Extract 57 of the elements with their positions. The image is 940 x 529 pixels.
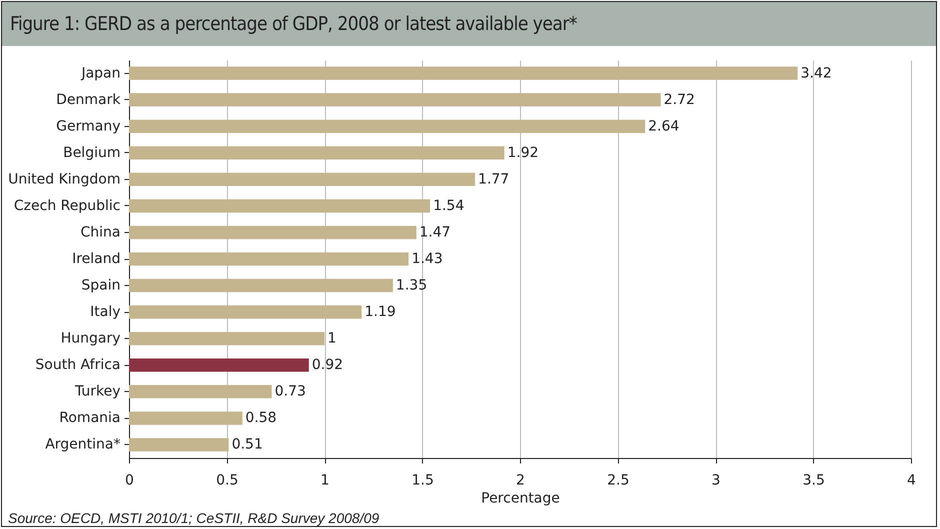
y-tick-label: Argentina*	[45, 436, 120, 453]
y-tick-label: United Kingdom	[8, 171, 120, 188]
x-tick-label: 2	[516, 472, 525, 488]
bar	[129, 66, 798, 80]
y-tick-label: Denmark	[56, 92, 122, 108]
x-tick-label: 1.5	[412, 472, 434, 488]
data-label: 1.43	[412, 251, 443, 267]
x-tick-label: 0	[125, 472, 134, 488]
bar	[129, 172, 476, 186]
y-tick-label: Czech Republic	[14, 198, 120, 214]
x-tick-label: 3.5	[802, 472, 825, 488]
data-label: 0.73	[274, 384, 306, 400]
data-label: 0.58	[245, 410, 277, 426]
data-label: 1.47	[419, 224, 451, 240]
bar	[129, 120, 646, 133]
data-label: 1.19	[364, 304, 396, 320]
x-tick-label: 4	[907, 472, 916, 488]
data-label: 0.51	[232, 436, 263, 453]
bar	[129, 438, 229, 452]
data-label: 2.64	[648, 118, 680, 134]
bar	[129, 305, 362, 319]
y-tick-label: South Africa	[35, 357, 120, 374]
bar	[129, 332, 324, 346]
y-tick-label: Turkey	[74, 384, 120, 400]
x-axis-title: Percentage	[481, 490, 560, 506]
bar	[129, 358, 309, 372]
y-tick-label: Spain	[81, 278, 120, 294]
x-tick-label: 2.5	[607, 472, 630, 488]
y-tick-label: China	[80, 224, 120, 240]
chart-title: Figure 1: GERD as a percentage of GDP, 2008 or latest available year*	[2, 2, 936, 46]
y-tick-label: Germany	[56, 118, 120, 134]
x-tick-label: 0.5	[216, 472, 238, 488]
bar	[129, 93, 661, 106]
y-tick-label: Hungary	[60, 330, 120, 347]
y-tick-label: Ireland	[72, 251, 120, 267]
bar	[129, 412, 242, 425]
bar	[129, 278, 393, 292]
data-label: 1	[328, 330, 336, 347]
data-label: 3.42	[800, 65, 832, 82]
bar	[129, 252, 409, 266]
data-label: 1.54	[433, 198, 464, 214]
data-label: 0.92	[312, 357, 344, 374]
data-label: 1.92	[507, 144, 539, 161]
bar	[129, 146, 504, 160]
x-tick-label: 1	[320, 472, 330, 488]
y-tick-label: Italy	[90, 304, 120, 320]
x-tick-label: 3	[712, 472, 720, 488]
bar	[129, 385, 272, 398]
data-label: 1.35	[396, 278, 428, 294]
data-label: 1.77	[478, 171, 510, 188]
data-label: 2.72	[664, 92, 695, 108]
y-tick-label: Romania	[59, 410, 120, 426]
y-tick-label: Belgium	[63, 144, 120, 161]
y-tick-label: Japan	[80, 65, 120, 82]
source-note: Source: OECD, MSTI 2010/1; CeSTII, R&D Survey 2008/09	[8, 510, 380, 526]
bar	[129, 226, 416, 240]
bar	[129, 199, 430, 213]
